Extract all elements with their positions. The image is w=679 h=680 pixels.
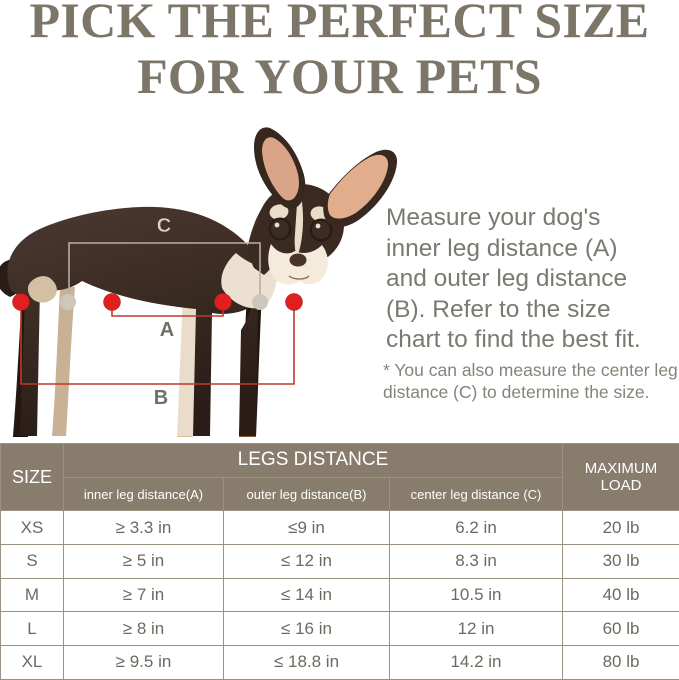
svg-text:B: B [154, 387, 168, 409]
svg-text:A: A [160, 319, 174, 341]
svg-text:C: C [157, 215, 171, 237]
